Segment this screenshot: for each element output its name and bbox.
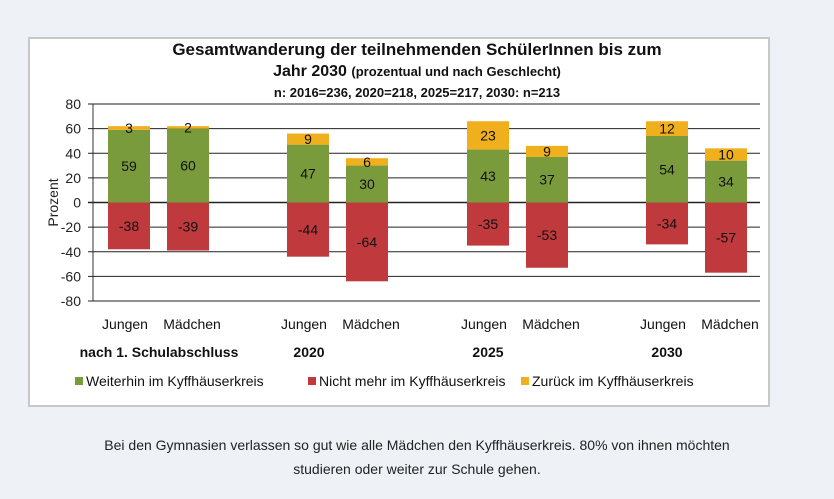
data-label: 59: [121, 158, 137, 174]
bar-zurueck: [287, 133, 329, 145]
y-tick-label: -40: [61, 244, 81, 260]
data-label: -35: [478, 216, 498, 232]
data-label: -53: [537, 227, 557, 243]
legend-label: Zurück im Kyffhäuserkreis: [532, 373, 694, 389]
bar-nicht-mehr: [346, 202, 388, 282]
data-label: -34: [657, 215, 677, 231]
legend-swatch: [308, 377, 316, 385]
data-label: 47: [300, 166, 316, 182]
chart-title: Gesamtwanderung der teilnehmenden Schüle…: [172, 40, 662, 59]
legend-swatch: [521, 377, 529, 385]
chart-subtitle: n: 2016=236, 2020=218, 2025=217, 2030: n…: [273, 85, 561, 100]
data-label: -57: [716, 230, 736, 246]
data-label: 9: [543, 143, 551, 159]
data-label: 2: [184, 119, 192, 135]
group-label: 2030: [651, 344, 682, 360]
data-label: -64: [357, 234, 377, 250]
y-tick-label: 60: [65, 121, 81, 137]
bar-weiterhin: [167, 128, 209, 203]
data-label: 12: [659, 121, 675, 137]
x-tick-label: Jungen: [102, 316, 148, 332]
bar-zurueck: [346, 158, 388, 166]
bar-zurueck: [467, 121, 509, 150]
data-label: 54: [659, 161, 675, 177]
bar-zurueck: [705, 148, 747, 161]
group-label: 2025: [472, 344, 503, 360]
data-label: 6: [363, 154, 371, 170]
bar-weiterhin: [108, 129, 150, 203]
caption-line-2: studieren oder weiter zur Schule gehen.: [293, 461, 541, 477]
y-tick-label: 20: [65, 170, 81, 186]
bar-zurueck: [167, 126, 209, 129]
bar-zurueck: [526, 145, 568, 157]
data-label: -39: [178, 219, 198, 235]
bar-weiterhin: [346, 165, 388, 203]
bar-nicht-mehr: [287, 202, 329, 257]
data-label: 3: [125, 120, 133, 136]
group-label: nach 1. Schulabschluss: [80, 344, 239, 360]
y-tick-label: -20: [61, 219, 81, 235]
title-year: Jahr 2030: [273, 63, 347, 80]
data-label: 60: [180, 158, 196, 174]
bar-weiterhin: [646, 136, 688, 203]
y-tick-label: 80: [65, 96, 81, 112]
y-tick-label: 40: [65, 145, 81, 161]
bar-weiterhin: [705, 160, 747, 203]
bar-nicht-mehr: [108, 202, 150, 250]
y-tick-label: -80: [61, 293, 81, 309]
data-label: 30: [359, 176, 375, 192]
bar-weiterhin: [526, 156, 568, 203]
x-tick-label: Mädchen: [701, 316, 759, 332]
x-tick-label: Mädchen: [342, 316, 400, 332]
data-label: 34: [718, 174, 734, 190]
bar-nicht-mehr: [646, 202, 688, 245]
bar-zurueck: [108, 126, 150, 130]
legend-swatch: [75, 377, 83, 385]
data-label: 9: [304, 131, 312, 147]
y-tick-label: -60: [61, 268, 81, 284]
chart-title-line2: Jahr 2030 (prozentual und nach Geschlech…: [0, 63, 834, 81]
bar-nicht-mehr: [467, 202, 509, 246]
data-label: -44: [298, 222, 318, 238]
caption-line-1: Bei den Gymnasien verlassen so gut wie a…: [104, 437, 730, 453]
bar-weiterhin: [467, 149, 509, 203]
bar-nicht-mehr: [526, 202, 568, 268]
x-tick-label: Mädchen: [163, 316, 221, 332]
x-tick-label: Jungen: [281, 316, 327, 332]
x-tick-label: Jungen: [461, 316, 507, 332]
y-axis-label: Prozent: [45, 178, 61, 226]
x-tick-label: Jungen: [640, 316, 686, 332]
legend-label: Weiterhin im Kyffhäuserkreis: [86, 373, 264, 389]
data-label: 37: [539, 172, 555, 188]
title-suffix: (prozentual und nach Geschlecht): [351, 64, 561, 79]
data-label: 23: [480, 127, 496, 143]
data-label: -38: [119, 218, 139, 234]
bar-nicht-mehr: [705, 202, 747, 273]
y-tick-label: 0: [73, 195, 81, 211]
bar-weiterhin: [287, 144, 329, 203]
data-label: 43: [480, 168, 496, 184]
legend-label: Nicht mehr im Kyffhäuserkreis: [319, 373, 505, 389]
group-label: 2020: [293, 344, 324, 360]
bar-nicht-mehr: [167, 202, 209, 251]
bar-zurueck: [646, 121, 688, 137]
data-label: 10: [718, 146, 734, 162]
x-tick-label: Mädchen: [522, 316, 580, 332]
